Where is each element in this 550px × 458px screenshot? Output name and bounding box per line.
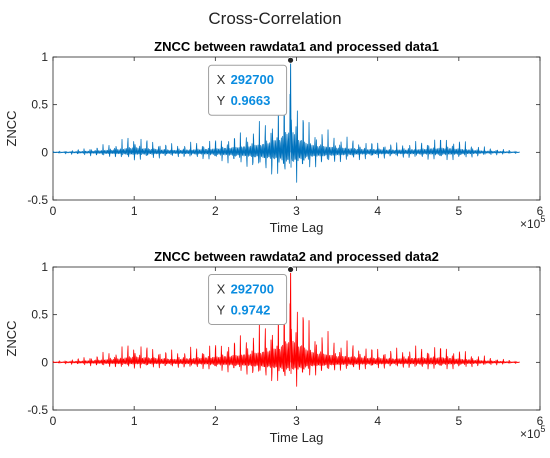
p1-ytick-label: -0.5 <box>27 193 48 207</box>
p2-xlabel: Time Lag <box>270 430 324 445</box>
p1-x-exponent: ×105 <box>520 214 545 231</box>
axes-top[interactable]: ZNCC between rawdata1 and processed data… <box>4 39 545 235</box>
p1-datatip-x-label: X <box>217 72 226 87</box>
axes-bottom[interactable]: ZNCC between rawdata2 and processed data… <box>4 249 545 445</box>
p2-xtick-label: 3 <box>293 414 300 428</box>
p2-x-exponent: ×105 <box>520 424 545 441</box>
p1-ytick-label: 0.5 <box>31 98 48 112</box>
p2-plot-area[interactable] <box>52 266 541 411</box>
p2-ylabel: ZNCC <box>4 320 19 356</box>
p1-xtick-label: 3 <box>293 204 300 218</box>
p1-xlabel: Time Lag <box>270 220 324 235</box>
p2-datatip-box[interactable] <box>208 273 288 325</box>
p1-xtick-label: 5 <box>455 204 462 218</box>
p1-ylabel: ZNCC <box>4 110 19 146</box>
p1-xtick-label: 1 <box>131 204 138 218</box>
p2-title: ZNCC between rawdata2 and processed data… <box>154 249 439 264</box>
p2-ytick-label: 0.5 <box>31 308 48 322</box>
p2-datatip-marker[interactable] <box>287 266 294 273</box>
p2-datatip-y-value: 0.9742 <box>231 302 271 317</box>
p1-datatip-y-label: Y <box>217 93 226 108</box>
p2-ytick-label: -0.5 <box>27 403 48 417</box>
p1-datatip-y-value: 0.9663 <box>231 93 271 108</box>
p2-xtick-label: 4 <box>374 414 381 428</box>
p2-xtick-label: 2 <box>212 414 219 428</box>
p2-datatip-x-label: X <box>217 281 226 296</box>
p2-datatip-x-value: 292700 <box>231 281 274 296</box>
p1-datatip-x-value: 292700 <box>231 72 274 87</box>
p1-datatip-box[interactable] <box>208 64 288 116</box>
p1-xtick-label: 6 <box>537 204 544 218</box>
p2-xtick-label: 5 <box>455 414 462 428</box>
p1-xtick-label: 4 <box>374 204 381 218</box>
p1-xtick-label: 2 <box>212 204 219 218</box>
p2-xtick-label: 6 <box>537 414 544 428</box>
p2-ytick-label: 1 <box>41 260 48 274</box>
p1-title: ZNCC between rawdata1 and processed data… <box>154 39 439 54</box>
p2-ytick-label: 0 <box>41 355 48 369</box>
p2-datatip-y-label: Y <box>217 302 226 317</box>
p1-ytick-label: 0 <box>41 145 48 159</box>
p2-xtick-label: 1 <box>131 414 138 428</box>
p1-datatip-marker[interactable] <box>287 56 294 64</box>
p2-xtick-label: 0 <box>50 414 57 428</box>
figure-title: Cross-Correlation <box>208 9 341 28</box>
p1-ytick-label: 1 <box>41 50 48 64</box>
p1-xtick-label: 0 <box>50 204 57 218</box>
